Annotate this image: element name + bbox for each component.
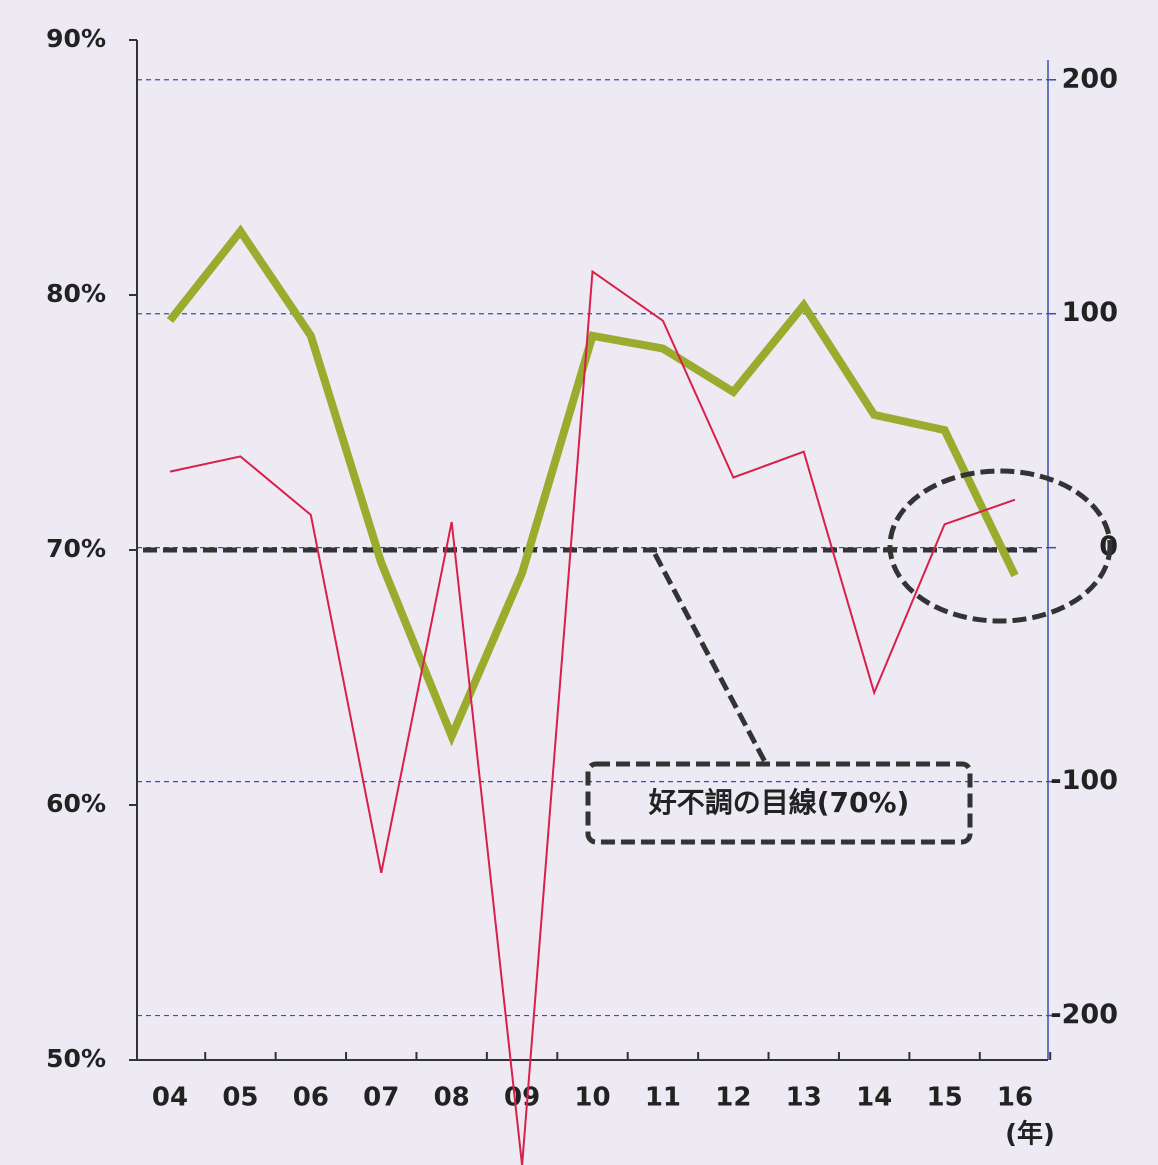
y2-tick-label: -200 xyxy=(1050,999,1118,1030)
x-tick-label: 16 xyxy=(997,1083,1033,1113)
x-tick-label: 11 xyxy=(645,1083,681,1113)
line-series xyxy=(166,224,1019,747)
y-tick-label: 80% xyxy=(46,279,106,308)
line-series xyxy=(169,269,1016,1165)
x-tick-label: 10 xyxy=(574,1083,610,1113)
x-tick-label: 09 xyxy=(504,1083,540,1113)
x-tick-label: 13 xyxy=(786,1083,822,1113)
y-tick-label: 50% xyxy=(46,1044,106,1073)
y2-tick-label: 100 xyxy=(1062,297,1118,328)
y-tick-label: 90% xyxy=(46,24,106,53)
y2-tick-label: -100 xyxy=(1050,765,1118,796)
y-tick-label: 70% xyxy=(46,534,106,563)
y-tick-label: 60% xyxy=(46,789,106,818)
x-tick-label: 05 xyxy=(222,1083,258,1113)
x-tick-label: 07 xyxy=(363,1083,399,1113)
annotation-text: 好不調の目線(70%) xyxy=(648,786,910,819)
x-tick-label: 04 xyxy=(152,1083,188,1113)
annotation-box xyxy=(585,761,973,845)
x-tick-label: 08 xyxy=(434,1083,470,1113)
x-tick-label: 06 xyxy=(293,1083,329,1113)
x-tick-label: 15 xyxy=(926,1083,962,1113)
x-axis-label: (年) xyxy=(1005,1119,1055,1150)
y2-tick-label: 200 xyxy=(1062,63,1118,94)
highlight-ellipse xyxy=(887,468,1113,624)
x-tick-label: 12 xyxy=(715,1083,751,1113)
x-tick-label: 14 xyxy=(856,1083,892,1113)
